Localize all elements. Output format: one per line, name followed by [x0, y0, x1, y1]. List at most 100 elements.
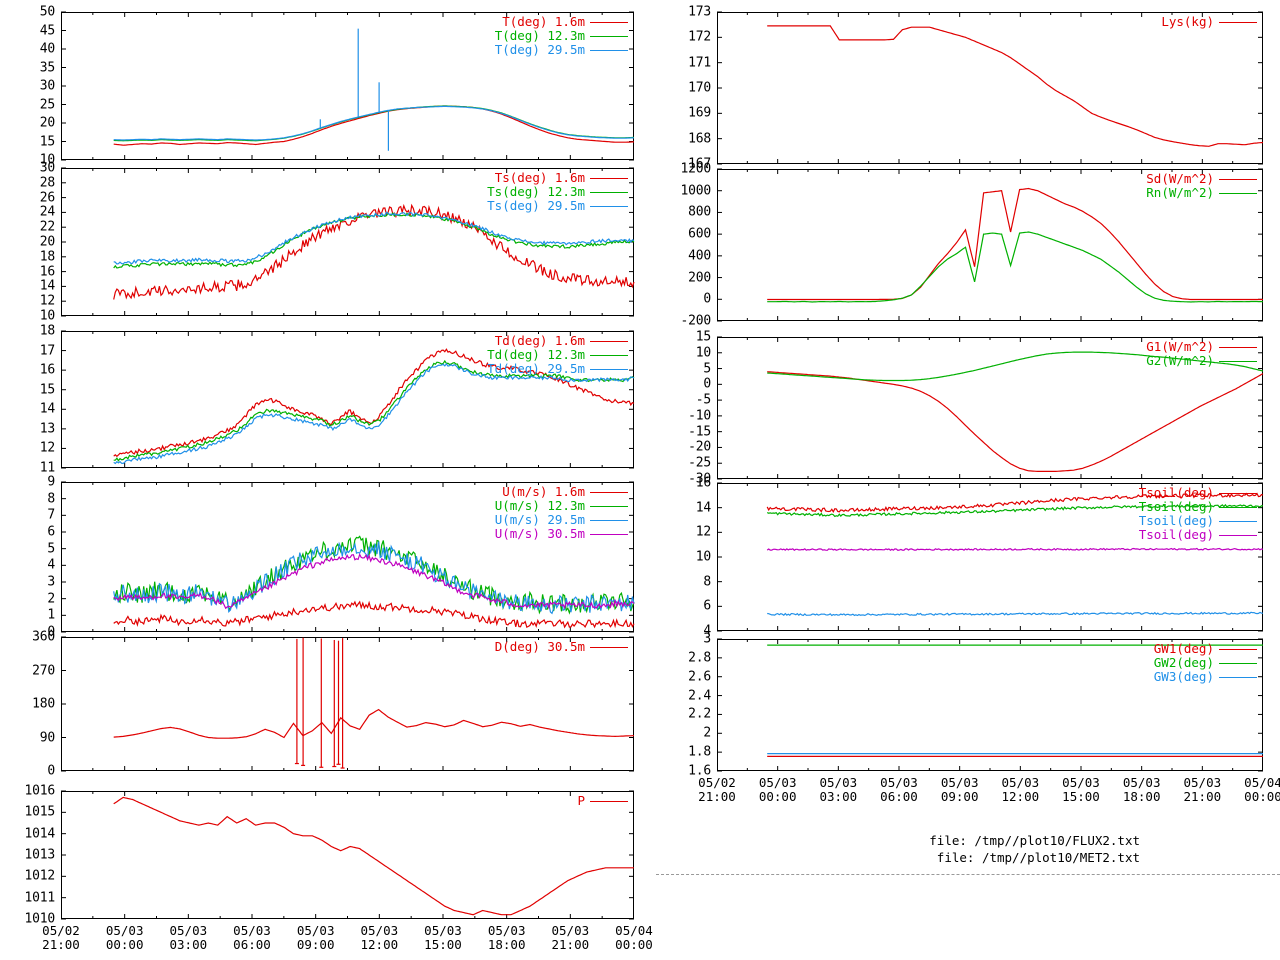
legend-color-key: [1219, 676, 1257, 678]
y-tick-label: 170: [688, 80, 711, 96]
y-tick-label: 2: [47, 591, 55, 607]
x-tick-time: 15:00: [424, 937, 462, 952]
x-tick-label: 05/03 06:00: [233, 924, 271, 952]
legend-entry: Lys(kg): [1161, 15, 1257, 29]
x-tick-label: 05/03 12:00: [1002, 776, 1040, 804]
legend-color-key: [1219, 346, 1257, 348]
y-tick-label: 1.8: [688, 744, 711, 760]
legend-entry: Tsoil(deg): [1139, 514, 1257, 528]
legend-color-key: [1219, 506, 1257, 508]
legend-color-key: [590, 21, 628, 23]
x-tick-label: 05/03 06:00: [880, 776, 918, 804]
legend-entry: U(m/s) 1.6m: [495, 485, 628, 499]
x-tick-label: 05/02 21:00: [42, 924, 80, 952]
y-tick-label: 7: [47, 507, 55, 523]
x-tick-time: 03:00: [169, 937, 208, 952]
y-tick-label: 1010: [24, 911, 55, 927]
y-tick-label: -10: [688, 408, 711, 424]
y-tick-label: 600: [688, 226, 711, 242]
x-tick-date: 05/03: [551, 923, 590, 938]
plot-panel-lysimeter-mass: 167 168 169 170 171 172 173 Lys(kg): [688, 6, 1264, 171]
y-tick-label: 1016: [24, 783, 55, 799]
legend-color-key: [590, 368, 628, 370]
legend-entry: U(m/s) 12.3m: [495, 499, 628, 513]
x-tick-label: 05/03 03:00: [170, 924, 208, 952]
plot-frame: [717, 337, 1263, 479]
y-tick-label: 22: [39, 219, 55, 235]
legend-entry: Sd(W/m^2): [1146, 172, 1257, 186]
y-tick-label: 15: [695, 329, 711, 345]
y-tick-label: 172: [688, 29, 711, 45]
legend-color-key: [590, 533, 628, 535]
data-series-line: [767, 231, 1264, 303]
y-tick-label: 30: [39, 78, 55, 94]
x-tick-date: 05/03: [233, 923, 271, 938]
legend-color-key: [590, 205, 628, 207]
legend-entry: Ts(deg) 29.5m: [487, 199, 628, 213]
x-tick-label: 05/03 03:00: [820, 776, 858, 804]
footer-divider: [656, 874, 1280, 875]
legend-label: Td(deg) 29.5m: [487, 361, 585, 376]
legend-color-key: [590, 191, 628, 193]
legend-label: Ts(deg) 1.6m: [494, 170, 585, 185]
legend-radiation: Sd(W/m^2) Rn(W/m^2): [1146, 172, 1257, 200]
y-tick-label: 3: [47, 574, 55, 590]
y-tick-label: 1014: [24, 826, 55, 842]
legend-entry: Td(deg) 29.5m: [487, 362, 628, 376]
data-series-line: [113, 105, 635, 141]
legend-label: U(m/s) 30.5m: [494, 526, 585, 541]
x-tick-date: 05/03: [880, 775, 918, 790]
legend-label: Td(deg) 12.3m: [487, 347, 585, 362]
y-tick-label: 1015: [24, 804, 55, 820]
x-tick-time: 21:00: [1183, 789, 1222, 804]
x-tick-label: 05/03 15:00: [1062, 776, 1100, 804]
y-tick-label: 10: [39, 152, 55, 168]
legend-label: U(m/s) 1.6m: [502, 484, 585, 499]
x-tick-date: 05/03: [360, 923, 399, 938]
x-tick-time: 21:00: [42, 937, 80, 952]
x-tick-time: 00:00: [758, 789, 797, 804]
plot-canvas: [61, 11, 635, 161]
legend-color-key: [590, 800, 628, 802]
plot-canvas: [717, 482, 1264, 632]
y-tick-label: 2.8: [688, 650, 711, 666]
y-tick-label: 14: [695, 500, 711, 516]
legend-label: Sd(W/m^2): [1146, 171, 1214, 186]
x-tick-label: 05/03 09:00: [297, 924, 335, 952]
y-tick-label: 2: [703, 725, 711, 741]
data-series-line: [113, 359, 635, 462]
legend-entry: T(deg) 29.5m: [495, 43, 628, 57]
data-series-line: [113, 552, 635, 610]
data-series-line: [113, 796, 634, 916]
plot-frame: [717, 639, 1263, 771]
y-tick-label: 40: [39, 41, 55, 57]
x-tick-date: 05/03: [758, 775, 797, 790]
y-tick-label: 4: [703, 623, 711, 639]
x-tick-date: 05/02: [42, 923, 80, 938]
x-tick-time: 03:00: [819, 789, 858, 804]
x-tick-date: 05/03: [296, 923, 335, 938]
data-series-line: [767, 371, 1264, 472]
legend-color-key: [590, 49, 628, 51]
y-tick-label: 0: [703, 291, 711, 307]
x-tick-date: 05/03: [487, 923, 526, 938]
y-tick-label: 9: [47, 474, 55, 490]
y-tick-label: 5: [47, 541, 55, 557]
data-series-line: [113, 105, 635, 142]
x-tick-time: 21:00: [698, 789, 736, 804]
y-tick-label: 0: [703, 376, 711, 392]
x-tick-time: 00:00: [1244, 789, 1280, 804]
x-tick-time: 18:00: [1122, 789, 1161, 804]
y-tick-label: 2.6: [688, 669, 711, 685]
legend-color-key: [590, 35, 628, 37]
plot-panel-groundwater: 1.6 1.8 2 2.2 2.4 2.6 2.8 3 GW1(deg) GW2(deg) GW3(…: [688, 633, 1280, 804]
y-tick-label: 50: [39, 4, 55, 20]
legend-entry: U(m/s) 30.5m: [495, 527, 628, 541]
y-tick-label: 18: [39, 323, 55, 339]
y-tick-label: 3: [703, 631, 711, 647]
legend-color-key: [1219, 662, 1257, 664]
legend-color-key: [1219, 648, 1257, 650]
y-tick-label: 14: [39, 278, 55, 294]
x-tick-label: 05/03 21:00: [552, 924, 590, 952]
x-tick-label: 05/03 15:00: [424, 924, 462, 952]
